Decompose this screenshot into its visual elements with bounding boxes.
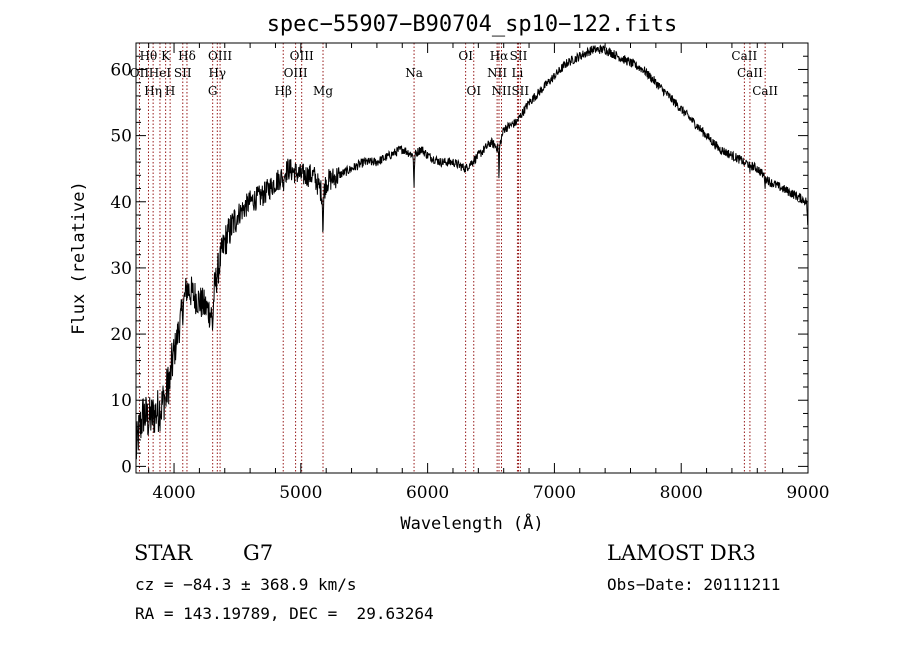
line-label-17: CaII	[737, 66, 763, 80]
spectral-line-markers	[138, 43, 766, 473]
line-label-1: K	[161, 49, 171, 63]
x-tick-label-5: 9000	[786, 483, 829, 503]
y-tick-label-5: 50	[110, 127, 132, 147]
y-tick-label-6: 60	[110, 60, 132, 80]
line-label-16: Li	[511, 66, 523, 80]
line-label-13: OIII	[284, 66, 308, 80]
plot-frame	[135, 42, 809, 474]
line-label-12: Hγ	[208, 66, 226, 80]
line-label-21: Hβ	[275, 84, 292, 98]
y-tick-label-2: 20	[110, 325, 132, 345]
y-axis-label: Flux (relative)	[69, 181, 89, 335]
subclass-label: G7	[243, 541, 273, 565]
line-label-22: Mg	[313, 84, 333, 98]
chart-title: spec−55907−B90704_sp10−122.fits	[267, 12, 678, 37]
line-label-14: Na	[405, 66, 423, 80]
line-label-23: OI	[466, 84, 481, 98]
line-label-20: G	[208, 84, 218, 98]
x-tick-label-1: 5000	[279, 483, 322, 503]
line-label-2: Hδ	[178, 49, 196, 63]
line-label-18: Hη	[144, 84, 162, 98]
x-axis-label: Wavelength (Å)	[400, 512, 543, 534]
x-tick-label-2: 6000	[406, 483, 449, 503]
y-axis-ticks: 0 10 20 30 40 50 60	[110, 55, 808, 477]
y-tick-label-0: 0	[121, 457, 132, 477]
line-label-8: CaII	[731, 49, 757, 63]
line-label-26: CaII	[752, 84, 778, 98]
line-label-5: OI	[458, 49, 473, 63]
line-label-0: Hθ	[140, 49, 158, 63]
line-label-6: Hα	[490, 49, 509, 63]
line-label-24: NII	[492, 84, 512, 98]
y-tick-label-3: 30	[110, 259, 132, 279]
line-label-9: OII	[130, 66, 150, 80]
y-tick-label-4: 40	[110, 193, 132, 213]
line-label-7: SII	[510, 49, 528, 63]
x-axis-ticks: 4000 5000 6000 7000 8000 9000	[148, 43, 830, 503]
obs-date-label: Obs−Date: 20111211	[607, 575, 780, 594]
coordinates-label: RA = 143.19789, DEC = 29.63264	[135, 604, 434, 623]
y-tick-label-1: 10	[110, 391, 132, 411]
line-label-3: OIII	[208, 49, 232, 63]
x-tick-label-0: 4000	[152, 483, 195, 503]
line-label-15: NII	[487, 66, 507, 80]
line-label-19: H	[165, 84, 175, 98]
x-tick-label-3: 7000	[533, 483, 576, 503]
line-label-4: OIII	[290, 49, 314, 63]
line-label-25: SII	[511, 84, 529, 98]
spectrum-series-line	[135, 44, 809, 460]
survey-label: LAMOST DR3	[607, 541, 756, 565]
x-tick-label-4: 8000	[660, 483, 703, 503]
line-label-11: SII	[174, 66, 192, 80]
line-label-10: HeI	[149, 66, 172, 80]
object-type-label: STAR	[134, 541, 193, 565]
redshift-label: cz = −84.3 ± 368.9 km/s	[135, 575, 357, 594]
